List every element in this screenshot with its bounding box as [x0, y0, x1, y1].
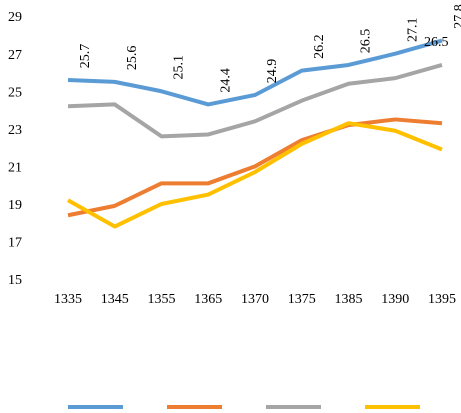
series-line — [67, 38, 443, 107]
x-tick-label: 1335 — [54, 292, 82, 307]
series-line — [67, 63, 443, 139]
data-label: 24.9 — [265, 59, 280, 84]
y-tick-label: 15 — [8, 273, 22, 288]
data-label: 24.4 — [218, 68, 233, 93]
y-tick-label: 21 — [8, 161, 22, 176]
x-tick-label: 1345 — [101, 292, 129, 307]
y-tick-label: 25 — [8, 85, 22, 100]
x-tick-label: 1370 — [241, 292, 269, 307]
data-label: 26.2 — [312, 34, 327, 59]
data-label: 25.6 — [125, 46, 140, 71]
x-tick-label: 1375 — [288, 292, 316, 307]
data-label: 25.7 — [78, 44, 93, 69]
x-tick-label: 1365 — [194, 292, 222, 307]
data-label: 27.8 — [452, 4, 461, 29]
x-tick-label: 1395 — [428, 292, 456, 307]
series-line — [67, 117, 443, 218]
data-label: 26.5 — [424, 35, 449, 50]
x-tick-label: 1355 — [148, 292, 176, 307]
x-tick-label: 1390 — [381, 292, 409, 307]
y-tick-label: 29 — [8, 10, 22, 25]
data-label: 27.1 — [405, 17, 420, 41]
y-tick-label: 27 — [8, 48, 22, 63]
y-tick-label: 19 — [8, 198, 22, 213]
data-label: 25.1 — [172, 55, 187, 80]
y-tick-label: 23 — [8, 123, 22, 138]
data-label: 26.5 — [359, 29, 374, 54]
y-tick-label: 17 — [8, 236, 22, 251]
x-tick-label: 1385 — [335, 292, 363, 307]
series-line — [67, 121, 443, 229]
